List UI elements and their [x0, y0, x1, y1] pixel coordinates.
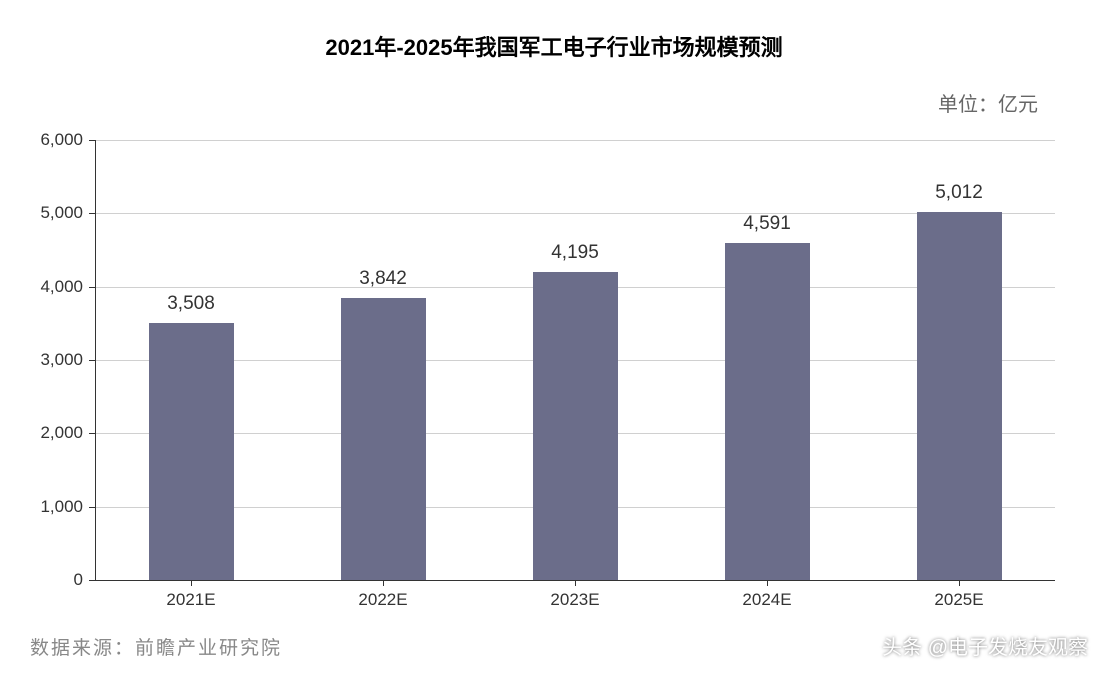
x-tick — [191, 580, 192, 586]
unit-label: 单位：亿元 — [938, 88, 1038, 117]
y-axis-label: 1,000 — [23, 497, 83, 517]
x-axis-label: 2025E — [909, 590, 1009, 610]
y-axis-label: 4,000 — [23, 277, 83, 297]
source-value: 前瞻产业研究院 — [135, 638, 282, 659]
x-tick — [767, 580, 768, 586]
chart-title: 2021年-2025年我国军工电子行业市场规模预测 — [0, 30, 1108, 62]
x-axis-label: 2024E — [717, 590, 817, 610]
y-tick — [89, 580, 95, 581]
gridline — [95, 140, 1055, 141]
y-axis-label: 3,000 — [23, 350, 83, 370]
x-tick — [575, 580, 576, 586]
chart-container: 2021年-2025年我国军工电子行业市场规模预测 单位：亿元 01,0002,… — [0, 0, 1108, 678]
x-tick — [959, 580, 960, 586]
bar — [341, 298, 426, 580]
bar-value-label: 3,842 — [333, 268, 433, 290]
data-source: 数据来源：前瞻产业研究院 — [30, 633, 282, 660]
bar — [917, 212, 1002, 580]
source-prefix: 数据来源： — [30, 638, 135, 659]
x-tick — [383, 580, 384, 586]
gridline — [95, 213, 1055, 214]
bar-value-label: 5,012 — [909, 182, 1009, 204]
x-axis-label: 2021E — [141, 590, 241, 610]
bar — [149, 323, 234, 580]
x-axis-label: 2023E — [525, 590, 625, 610]
watermark: 头条 @电子发烧友观察 — [882, 631, 1088, 660]
bar — [533, 272, 618, 580]
bar — [725, 243, 810, 580]
y-axis-label: 6,000 — [23, 130, 83, 150]
x-axis-label: 2022E — [333, 590, 433, 610]
bar-value-label: 3,508 — [141, 293, 241, 315]
y-axis-label: 5,000 — [23, 203, 83, 223]
chart-plot-area: 01,0002,0003,0004,0005,0006,0003,5082021… — [95, 140, 1055, 580]
y-axis — [95, 140, 96, 580]
y-axis-label: 2,000 — [23, 423, 83, 443]
bar-value-label: 4,195 — [525, 242, 625, 264]
y-axis-label: 0 — [23, 570, 83, 590]
bar-value-label: 4,591 — [717, 213, 817, 235]
